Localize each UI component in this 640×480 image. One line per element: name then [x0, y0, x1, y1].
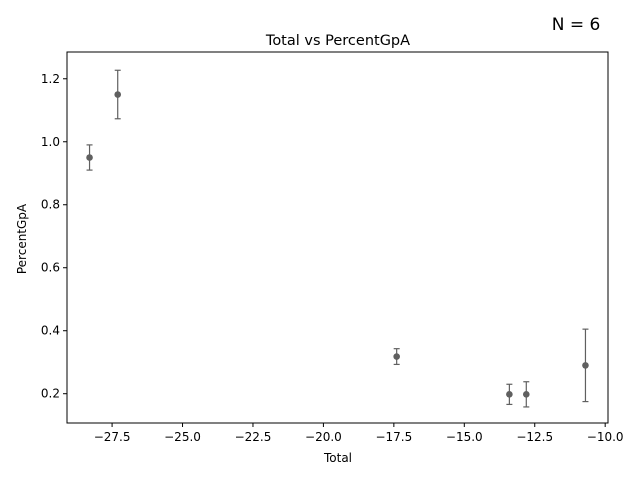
x-tick-label: −25.0 [164, 430, 201, 444]
data-point [506, 383, 513, 406]
data-point [114, 69, 122, 120]
x-tick-label: −15.0 [446, 430, 483, 444]
x-tick-label: −20.0 [305, 430, 342, 444]
point-marker [506, 391, 513, 398]
x-tick-label: −17.5 [375, 430, 412, 444]
y-axis-label: PercentGpA [15, 203, 29, 274]
point-marker [522, 391, 530, 398]
data-point [393, 348, 400, 366]
x-tick-label: −27.5 [94, 430, 131, 444]
point-marker [114, 91, 122, 98]
data-point [522, 381, 530, 408]
y-tick-label: 0.4 [41, 324, 60, 338]
x-tick-label: −12.5 [516, 430, 553, 444]
y-tick-label: 0.6 [41, 261, 60, 275]
sample-size-annotation: N = 6 [552, 15, 601, 35]
x-axis-label: Total [323, 451, 352, 465]
x-axis-ticks: −27.5 −25.0 −22.5 −20.0 −17.5 −15.0 −12.5 −10.0 [94, 423, 624, 444]
x-tick-label: −22.5 [235, 430, 272, 444]
data-point [86, 144, 93, 171]
y-tick-label: 0.8 [41, 198, 60, 212]
y-axis-ticks: 0.2 0.4 0.6 0.8 1.0 1.2 [41, 72, 67, 401]
y-tick-label: 1.2 [41, 72, 60, 86]
chart-title: Total vs PercentGpA [265, 33, 410, 49]
point-marker [393, 353, 400, 360]
data-point [582, 328, 589, 403]
point-marker [86, 154, 93, 161]
x-tick-label: −10.0 [587, 430, 624, 444]
y-tick-label: 0.2 [41, 387, 60, 401]
plot-frame [66, 51, 609, 424]
y-tick-label: 1.0 [41, 135, 60, 149]
data-points [86, 69, 589, 408]
point-marker [582, 362, 589, 369]
